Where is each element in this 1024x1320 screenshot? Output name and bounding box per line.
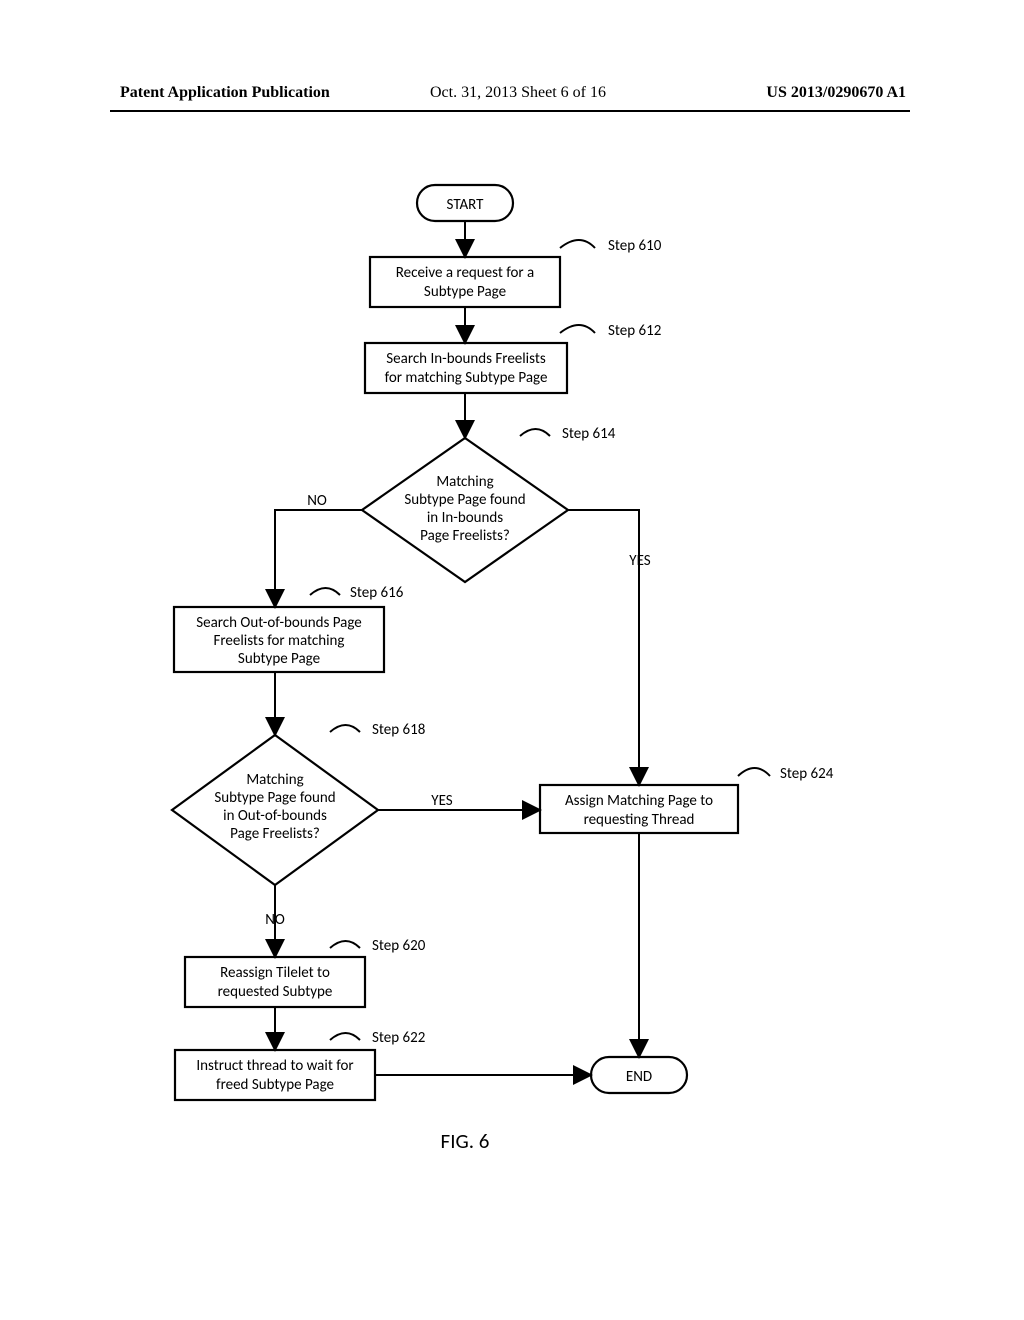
branch-614-no: NO	[307, 492, 327, 510]
page-canvas: Patent Application Publication Oct. 31, …	[0, 0, 1024, 1320]
step610-line1: Receive a request for a	[396, 264, 534, 282]
label-step624: Step 624	[780, 765, 834, 783]
node-step610: Receive a request for a Subtype Page Ste…	[370, 237, 662, 307]
edge-614-yes	[568, 510, 639, 783]
label-step622: Step 622	[372, 1029, 425, 1047]
branch-618-yes: YES	[431, 792, 452, 810]
node-step616: Search Out-of-bounds Page Freelists for …	[174, 584, 404, 672]
node-step614: Matching Subtype Page found in In-bounds…	[362, 425, 616, 582]
node-start: START	[417, 185, 513, 221]
label-step614: Step 614	[562, 425, 616, 443]
label-step610: Step 610	[608, 237, 662, 255]
tick-610	[560, 240, 595, 248]
label-step612: Step 612	[608, 322, 661, 340]
node-step622: Instruct thread to wait for freed Subtyp…	[175, 1029, 425, 1100]
label-step616: Step 616	[350, 584, 404, 602]
tick-624	[738, 768, 770, 776]
step624-line2: requesting Thread	[584, 811, 695, 829]
figure-label: FIG. 6	[441, 1128, 490, 1154]
step612-line1: Search In-bounds Freelists	[386, 350, 546, 368]
node-step612: Search In-bounds Freelists for matching …	[365, 322, 661, 393]
branch-618-no: NO	[265, 911, 285, 929]
tick-622	[330, 1033, 360, 1040]
tick-616	[310, 588, 340, 595]
step614-line1: Matching	[436, 473, 493, 491]
node-step618: Matching Subtype Page found in Out-of-bo…	[172, 721, 425, 885]
step620-line1: Reassign Tilelet to	[220, 964, 330, 982]
label-step618: Step 618	[372, 721, 425, 739]
step618-line4: Page Freelists?	[230, 825, 320, 843]
step622-line1: Instruct thread to wait for	[196, 1057, 353, 1075]
step616-line1: Search Out-of-bounds Page	[196, 614, 362, 632]
step616-line3: Subtype Page	[238, 650, 320, 668]
tick-620	[330, 941, 360, 948]
node-step624: Assign Matching Page to requesting Threa…	[540, 765, 834, 833]
node-end: END	[591, 1057, 687, 1093]
flowchart-svg: START Receive a request for a Subtype Pa…	[0, 0, 1024, 1320]
step618-line1: Matching	[246, 771, 303, 789]
step614-line2: Subtype Page found	[404, 491, 525, 509]
step614-line4: Page Freelists?	[420, 527, 510, 545]
step622-line2: freed Subtype Page	[216, 1076, 334, 1094]
node-step620: Reassign Tilelet to requested Subtype St…	[185, 937, 426, 1007]
step618-line3: in Out-of-bounds	[223, 807, 327, 825]
start-text: START	[447, 196, 485, 214]
step612-line2: for matching Subtype Page	[385, 369, 548, 387]
step624-line1: Assign Matching Page to	[565, 792, 713, 810]
step610-line2: Subtype Page	[424, 283, 506, 301]
step618-line2: Subtype Page found	[214, 789, 335, 807]
tick-612	[560, 325, 595, 333]
step614-line3: in In-bounds	[427, 509, 503, 527]
tick-614	[520, 429, 550, 436]
branch-614-yes: YES	[629, 552, 650, 570]
step616-line2: Freelists for matching	[214, 632, 345, 650]
tick-618	[330, 725, 360, 732]
step620-line2: requested Subtype	[218, 983, 333, 1001]
edge-614-no	[275, 510, 362, 605]
end-text: END	[626, 1068, 652, 1086]
label-step620: Step 620	[372, 937, 426, 955]
